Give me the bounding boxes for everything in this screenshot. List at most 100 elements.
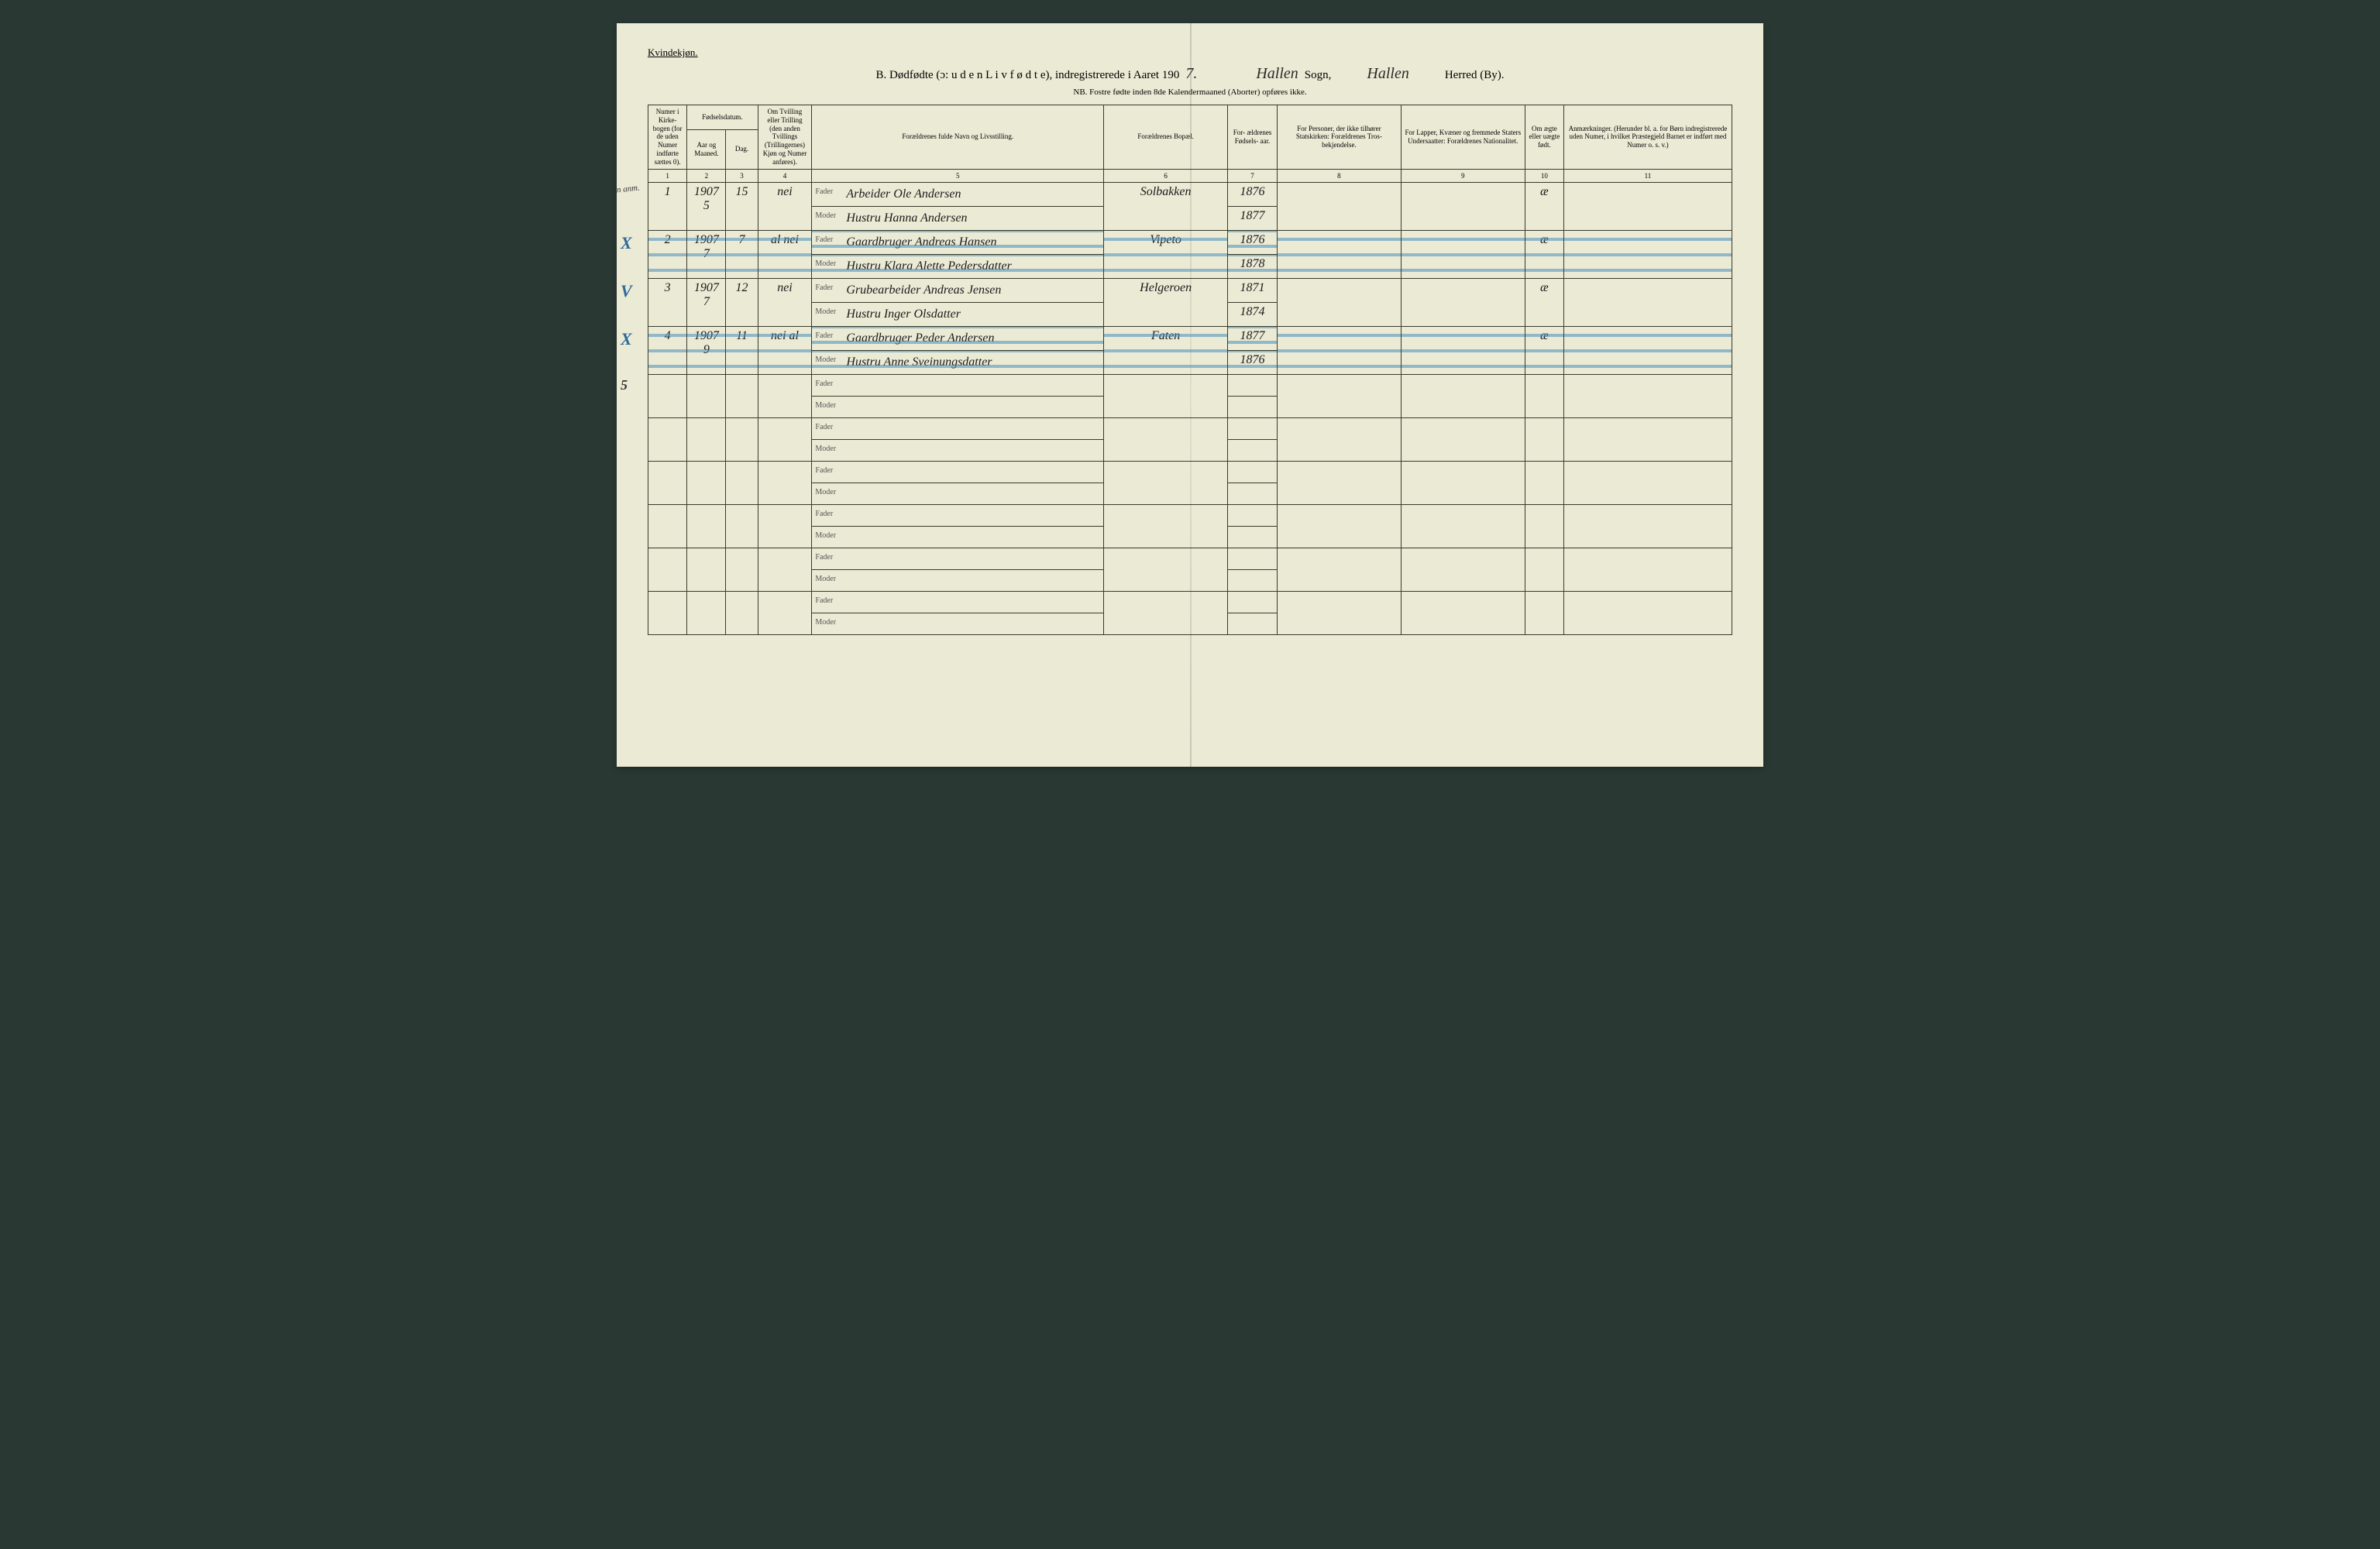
notes bbox=[1563, 183, 1732, 231]
fader-birth-year bbox=[1228, 418, 1278, 440]
twin bbox=[758, 375, 812, 418]
moder-birth-year: 1878 bbox=[1228, 255, 1278, 279]
col-num-10: 10 bbox=[1525, 169, 1563, 183]
role-label-fader: Fader bbox=[815, 235, 833, 244]
legitimate bbox=[1525, 505, 1563, 548]
moder-birth-year: 1876 bbox=[1228, 351, 1278, 375]
twin bbox=[758, 592, 812, 635]
day: 7 bbox=[726, 231, 758, 279]
year-month: 1907 9 bbox=[687, 327, 726, 375]
parent-name-cell: Moder bbox=[812, 570, 1104, 592]
table-body: 1ingen anm.1907 515neiFaderArbeider Ole … bbox=[648, 183, 1732, 635]
table-row: Fader bbox=[648, 418, 1732, 440]
religion bbox=[1278, 418, 1402, 462]
role-label-fader: Fader bbox=[815, 510, 833, 518]
parent-name-cell: ModerHustru Anne Sveinungsdatter bbox=[812, 351, 1104, 375]
parent-name-cell: Fader bbox=[812, 418, 1104, 440]
table-row: 3V1907 712neiFaderGrubearbeider Andreas … bbox=[648, 279, 1732, 303]
legitimate bbox=[1525, 548, 1563, 592]
entry-number bbox=[648, 418, 687, 462]
moder-birth-year bbox=[1228, 570, 1278, 592]
religion bbox=[1278, 327, 1402, 375]
residence: Faten bbox=[1104, 327, 1228, 375]
fader-name: Arbeider Ole Andersen bbox=[815, 185, 1100, 204]
parent-name-cell: FaderGaardbruger Peder Andersen bbox=[812, 327, 1104, 351]
twin bbox=[758, 505, 812, 548]
role-label-moder: Moder bbox=[815, 575, 836, 583]
entry-number bbox=[648, 505, 687, 548]
notes bbox=[1563, 418, 1732, 462]
legitimate: æ bbox=[1525, 327, 1563, 375]
residence bbox=[1104, 375, 1228, 418]
col-header-4: Om Tvilling eller Trilling (den anden Tv… bbox=[758, 105, 812, 170]
col-num-4: 4 bbox=[758, 169, 812, 183]
moder-birth-year bbox=[1228, 613, 1278, 635]
entry-number: 1ingen anm. bbox=[648, 183, 687, 231]
fader-name: Gaardbruger Andreas Hansen bbox=[815, 233, 1100, 252]
fader-name: Gaardbruger Peder Andersen bbox=[815, 329, 1100, 348]
nationality bbox=[1401, 418, 1525, 462]
moder-name: Hustru Klara Alette Pedersdatter bbox=[815, 257, 1100, 276]
day: 11 bbox=[726, 327, 758, 375]
role-label-fader: Fader bbox=[815, 423, 833, 431]
year-month bbox=[687, 548, 726, 592]
sogn-label: Sogn, bbox=[1305, 69, 1332, 82]
twin bbox=[758, 462, 812, 505]
role-label-moder: Moder bbox=[815, 401, 836, 410]
parent-name-cell: Fader bbox=[812, 592, 1104, 613]
legitimate: æ bbox=[1525, 279, 1563, 327]
col-header-10: Om ægte eller uægte født. bbox=[1525, 105, 1563, 170]
parent-name-cell: Moder bbox=[812, 527, 1104, 548]
day bbox=[726, 548, 758, 592]
col-num-6: 6 bbox=[1104, 169, 1228, 183]
margin-mark: 5 bbox=[621, 377, 628, 393]
fader-birth-year: 1871 bbox=[1228, 279, 1278, 303]
title-prefix: B. Dødfødte (ɔ: u d e n L i v f ø d t e)… bbox=[876, 69, 1180, 82]
col-header-9: For Lapper, Kvæner og fremmede Staters U… bbox=[1401, 105, 1525, 170]
role-label-moder: Moder bbox=[815, 259, 836, 268]
table-row: Fader bbox=[648, 592, 1732, 613]
nationality bbox=[1401, 505, 1525, 548]
legitimate: æ bbox=[1525, 183, 1563, 231]
herred-value: Hallen bbox=[1367, 65, 1408, 83]
residence: Vipeto bbox=[1104, 231, 1228, 279]
religion bbox=[1278, 183, 1402, 231]
moder-birth-year: 1874 bbox=[1228, 303, 1278, 327]
entry-number bbox=[648, 548, 687, 592]
col-num-1: 1 bbox=[648, 169, 687, 183]
day bbox=[726, 375, 758, 418]
sogn-value: Hallen bbox=[1256, 65, 1298, 83]
fader-birth-year bbox=[1228, 462, 1278, 483]
religion bbox=[1278, 462, 1402, 505]
year-month bbox=[687, 462, 726, 505]
entry-number bbox=[648, 592, 687, 635]
notes bbox=[1563, 548, 1732, 592]
col-header-3: Dag. bbox=[726, 129, 758, 169]
col-num-8: 8 bbox=[1278, 169, 1402, 183]
moder-birth-year bbox=[1228, 440, 1278, 462]
religion bbox=[1278, 231, 1402, 279]
fader-name: Grubearbeider Andreas Jensen bbox=[815, 281, 1100, 300]
parent-name-cell: ModerHustru Inger Olsdatter bbox=[812, 303, 1104, 327]
table-row: Fader bbox=[648, 548, 1732, 570]
notes bbox=[1563, 231, 1732, 279]
nationality bbox=[1401, 375, 1525, 418]
role-label-fader: Fader bbox=[815, 187, 833, 196]
role-label-fader: Fader bbox=[815, 466, 833, 475]
fader-birth-year bbox=[1228, 548, 1278, 570]
role-label-moder: Moder bbox=[815, 531, 836, 540]
residence bbox=[1104, 462, 1228, 505]
role-label-moder: Moder bbox=[815, 488, 836, 496]
nationality bbox=[1401, 231, 1525, 279]
legitimate bbox=[1525, 592, 1563, 635]
fader-birth-year: 1876 bbox=[1228, 231, 1278, 255]
legitimate bbox=[1525, 462, 1563, 505]
notes bbox=[1563, 327, 1732, 375]
parent-name-cell: Moder bbox=[812, 440, 1104, 462]
nationality bbox=[1401, 548, 1525, 592]
notes bbox=[1563, 375, 1732, 418]
residence: Solbakken bbox=[1104, 183, 1228, 231]
moder-birth-year bbox=[1228, 397, 1278, 418]
day: 15 bbox=[726, 183, 758, 231]
legitimate bbox=[1525, 418, 1563, 462]
